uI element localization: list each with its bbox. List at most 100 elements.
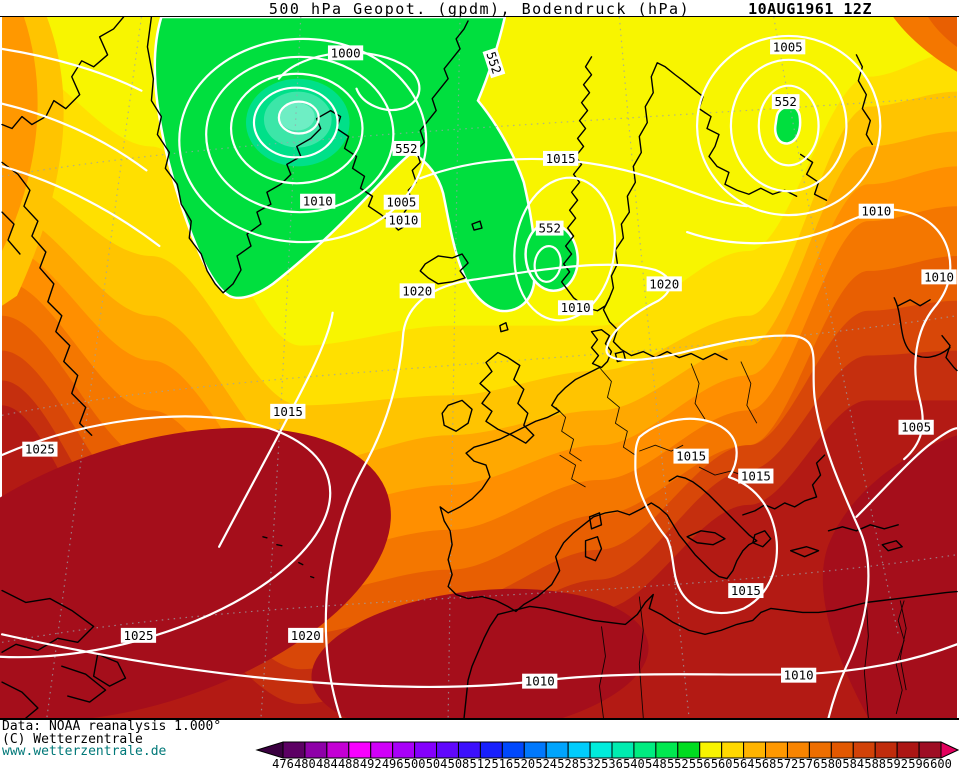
contour-label: 1010: [522, 674, 558, 689]
colorbar-tick-label: 588: [864, 757, 886, 770]
svg-text:1025: 1025: [25, 442, 55, 457]
contour-label: 1015: [738, 469, 774, 484]
colorbar-tick-label: 524: [535, 757, 557, 770]
colorbar-tick-label: 520: [513, 757, 535, 770]
contour-label: 552: [392, 141, 421, 156]
colorbar-tick-label: 500: [404, 757, 426, 770]
colorbar-cell: [896, 741, 920, 759]
colorbar-cell: [348, 741, 372, 759]
contour-label: 1015: [673, 449, 709, 464]
contour-label: 1015: [543, 151, 579, 166]
colorbar-cell: [304, 741, 328, 759]
green-low-russia: [774, 105, 802, 145]
coastlines: [1, 17, 958, 718]
svg-text:1010: 1010: [861, 204, 891, 219]
data-source-line: Data: NOAA reanalysis 1.000°: [2, 719, 222, 734]
colorbar-cell: [721, 741, 745, 759]
colorbar-cell: [523, 741, 547, 759]
colorbar-tick-label: 532: [579, 757, 601, 770]
contour-label: 1000: [327, 45, 364, 60]
colorbar-tick-label: 592: [886, 757, 908, 770]
colorbar-tick-label: 564: [733, 757, 755, 770]
weather-map: 1000 552 1005 552 552 1015 1010 1005 1010 1010 552…: [0, 16, 959, 720]
colorbar-cell: [589, 741, 613, 759]
geopotential-field: [0, 17, 957, 718]
svg-text:1005: 1005: [386, 195, 416, 210]
colorbar-tick-label: 552: [667, 757, 689, 770]
colorbar-cell: [545, 741, 569, 759]
colorbar-tick-label: 488: [338, 757, 360, 770]
svg-text:1020: 1020: [649, 276, 679, 291]
colorbar-tick-label: 536: [601, 757, 623, 770]
geopotential-colorbar: 476 480 484 488 492 496 500 504 508 512 516 520 524 5…: [255, 741, 959, 770]
colorbar-cell: [808, 741, 832, 759]
colorbar-tick-label: 508: [448, 757, 470, 770]
colorbar-left-arrow: [255, 741, 284, 759]
colorbar-cell: [282, 741, 306, 759]
colorbar-tick-label: 560: [711, 757, 733, 770]
contour-label: 1010: [300, 194, 336, 209]
colorbar-cell: [786, 741, 810, 759]
svg-text:1020: 1020: [402, 283, 432, 298]
colorbar-tick-label: 484: [316, 757, 338, 770]
contour-label: 1010: [921, 269, 957, 284]
contour-label: 1010: [385, 213, 421, 228]
svg-text:552: 552: [538, 221, 560, 236]
colorbar-cell: [633, 741, 657, 759]
colorbar-tick-label: 512: [470, 757, 492, 770]
colorbar-cell: [918, 741, 942, 759]
svg-text:552: 552: [395, 141, 417, 156]
colorbar-cell: [326, 741, 350, 759]
colorbar-tick-label: 596: [908, 757, 930, 770]
colorbar-tick-label: 572: [777, 757, 799, 770]
colorbar-cell: [830, 741, 854, 759]
contour-label: 1010: [781, 668, 817, 683]
colorbar-tick-label: 540: [623, 757, 645, 770]
svg-text:1010: 1010: [924, 269, 954, 284]
svg-text:1010: 1010: [784, 668, 814, 683]
contour-label: 1020: [399, 283, 435, 298]
svg-text:1020: 1020: [291, 628, 321, 643]
contour-label-layer: 1000 552 1005 552 552 1015 1010 1005 1010 1010 552…: [22, 39, 957, 689]
colorbar-cell: [414, 741, 438, 759]
colorbar-cell: [655, 741, 679, 759]
svg-text:1015: 1015: [731, 583, 761, 598]
svg-text:1015: 1015: [546, 151, 576, 166]
copyright-line: (C) Wetterzentrale: [2, 731, 143, 747]
colorbar-cell: [370, 741, 394, 759]
colorbar-tick-label: 504: [426, 757, 448, 770]
svg-text:1025: 1025: [123, 628, 153, 643]
map-title: 500 hPa Geopot. (gpdm), Bodendruck (hPa): [268, 0, 691, 18]
svg-text:1015: 1015: [741, 469, 771, 484]
colorbar-tick-label: 568: [755, 757, 777, 770]
colorbar-cell: [436, 741, 459, 759]
colorbar-cell: [567, 741, 591, 759]
contour-label: 1005: [770, 39, 806, 54]
colorbar-right-arrow: [940, 741, 959, 759]
contour-label: 1010: [557, 300, 594, 315]
svg-text:552: 552: [483, 50, 504, 76]
contour-label: 1025: [22, 442, 58, 457]
credits: Data: NOAA reanalysis 1.000° (C) Wetterz…: [2, 719, 222, 760]
svg-text:1015: 1015: [273, 404, 303, 419]
contour-label: 1005: [898, 420, 934, 435]
contour-label: 1005: [383, 195, 419, 210]
svg-text:1000: 1000: [331, 45, 361, 60]
colorbar-cell: [852, 741, 876, 759]
graticule: [1, 17, 958, 718]
colorbar-cell: [611, 741, 635, 759]
contour-label: 1010: [858, 204, 894, 219]
colorbar-tick-label: 476: [272, 757, 294, 770]
contour-label: 552: [535, 221, 564, 236]
website-url: www.wetterzentrale.de: [2, 744, 167, 760]
colorbar-cell: [743, 741, 767, 759]
svg-text:1010: 1010: [303, 194, 333, 209]
colorbar-tick-label: 516: [491, 757, 513, 770]
title-bar: 500 hPa Geopot. (gpdm), Bodendruck (hPa)…: [0, 0, 959, 18]
contour-label: 552: [482, 47, 506, 79]
map-datetime: 10AUG1961 12Z: [748, 0, 872, 18]
map-canvas: 1000 552 1005 552 552 1015 1010 1005 1010 1010 552…: [0, 17, 959, 718]
colorbar-cell: [765, 741, 788, 759]
svg-text:552: 552: [774, 94, 796, 109]
